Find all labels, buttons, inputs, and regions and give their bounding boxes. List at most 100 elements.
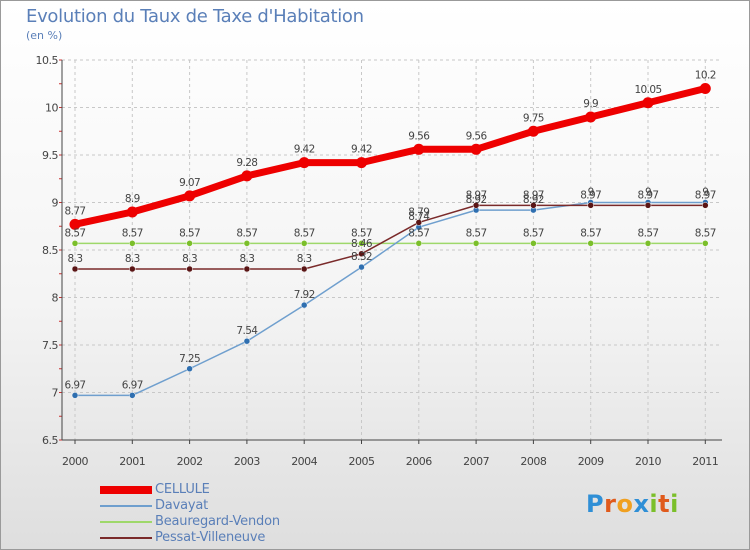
data-label: 8.77 [65, 205, 86, 217]
data-label: 8.3 [297, 253, 312, 265]
data-label: 8.92 [466, 194, 487, 206]
data-label: 8.57 [523, 227, 544, 239]
series-line-pessat-villeneuve [74, 204, 707, 270]
data-label: 8.9 [125, 193, 140, 205]
logo-letter: r [604, 490, 617, 518]
data-label: 8.3 [239, 253, 254, 265]
logo-letter: i [670, 490, 679, 518]
proxiti-logo: Proxiti [586, 490, 679, 518]
data-label: 8.57 [408, 227, 429, 239]
data-label: 9.42 [351, 144, 372, 156]
legend-swatch-cellule [100, 486, 152, 494]
data-point [587, 202, 594, 209]
data-point [472, 240, 480, 247]
data-label: 6.97 [122, 379, 143, 391]
y-tick-label: 8.5 [42, 244, 58, 257]
data-label: 9.75 [523, 112, 544, 124]
x-tick-label: 2008 [520, 455, 546, 468]
legend-swatch-davayat [100, 505, 152, 507]
data-label: 9.28 [236, 157, 257, 169]
x-tick-label: 2006 [406, 455, 432, 468]
data-label: 8.57 [294, 227, 315, 239]
x-tick-label: 2010 [635, 455, 661, 468]
data-label: 8.57 [351, 227, 372, 239]
data-label: 9.07 [179, 177, 200, 189]
data-label: 10.05 [634, 84, 661, 96]
data-label: 8.57 [122, 227, 143, 239]
x-tick-label: 2011 [692, 455, 718, 468]
data-label: 8.97 [523, 189, 544, 201]
data-label: 8.57 [695, 227, 716, 239]
y-tick-label: 10 [45, 102, 58, 115]
data-point [129, 392, 136, 399]
data-label: 8.32 [351, 251, 372, 263]
chart-subtitle: (en %) [26, 29, 63, 42]
data-point [527, 125, 539, 137]
data-label: 8.97 [638, 189, 659, 201]
data-point [243, 240, 251, 247]
data-label: 7.25 [179, 353, 200, 365]
data-point [186, 365, 193, 372]
data-label: 8.57 [179, 227, 200, 239]
data-point [358, 250, 365, 258]
y-tick-label: 9.5 [42, 149, 58, 162]
data-point [71, 265, 79, 273]
data-point [702, 240, 709, 247]
legend-swatch-beauregard-vendon [100, 521, 152, 523]
data-label: 9 [702, 187, 708, 199]
data-label: 8.74 [408, 211, 430, 223]
data-point [243, 265, 251, 273]
x-tick-label: 2009 [578, 455, 604, 468]
y-tick-label: 10.5 [36, 54, 59, 67]
data-label: 7.54 [236, 325, 258, 337]
data-label: 8.97 [580, 189, 601, 201]
data-point [358, 240, 365, 247]
y-tick-label: 7 [52, 387, 59, 400]
data-point [69, 218, 81, 230]
chart-title: Evolution du Taux de Taxe d'Habitation [26, 6, 364, 27]
data-label: 8.57 [236, 227, 257, 239]
data-point [129, 265, 136, 273]
legend-label-beauregard-vendon: Beauregard-Vendon [155, 514, 280, 529]
data-point [186, 240, 193, 247]
y-tick-label: 8 [52, 292, 59, 305]
data-point [186, 265, 193, 273]
data-point [415, 219, 423, 226]
legend-label-pessat-villeneuve: Pessat-Villeneuve [155, 530, 266, 545]
data-point [413, 143, 425, 155]
data-label: 9.42 [294, 144, 315, 156]
x-tick-label: 2000 [62, 455, 88, 468]
data-point [241, 170, 253, 182]
data-label: 9 [588, 187, 594, 199]
data-point [184, 190, 196, 202]
data-label: 8.79 [408, 206, 429, 218]
data-label: 8.97 [466, 189, 487, 201]
data-point [472, 202, 480, 209]
series-line-davayat [74, 201, 707, 397]
data-label: 9.9 [583, 98, 598, 110]
data-point [243, 337, 251, 345]
data-label: 7.92 [294, 289, 315, 301]
logo-letter: t [658, 490, 671, 518]
data-point [470, 143, 482, 155]
data-point [126, 206, 138, 218]
data-label: 8.57 [65, 227, 86, 239]
y-tick-label: 9 [52, 197, 59, 210]
data-point [530, 202, 537, 209]
x-tick-label: 2003 [234, 455, 260, 468]
data-label: 8.57 [466, 227, 487, 239]
data-point [300, 301, 308, 309]
data-label: 9 [645, 187, 651, 199]
data-label: 8.3 [125, 253, 140, 265]
logo-letter: P [586, 490, 605, 518]
data-point [530, 240, 537, 247]
data-label: 9.56 [466, 130, 488, 142]
data-label: 8.3 [182, 253, 197, 265]
data-label: 6.97 [65, 379, 86, 391]
data-point [642, 97, 654, 109]
data-label: 8.3 [68, 253, 83, 265]
data-point [129, 240, 136, 247]
data-point [300, 240, 308, 247]
